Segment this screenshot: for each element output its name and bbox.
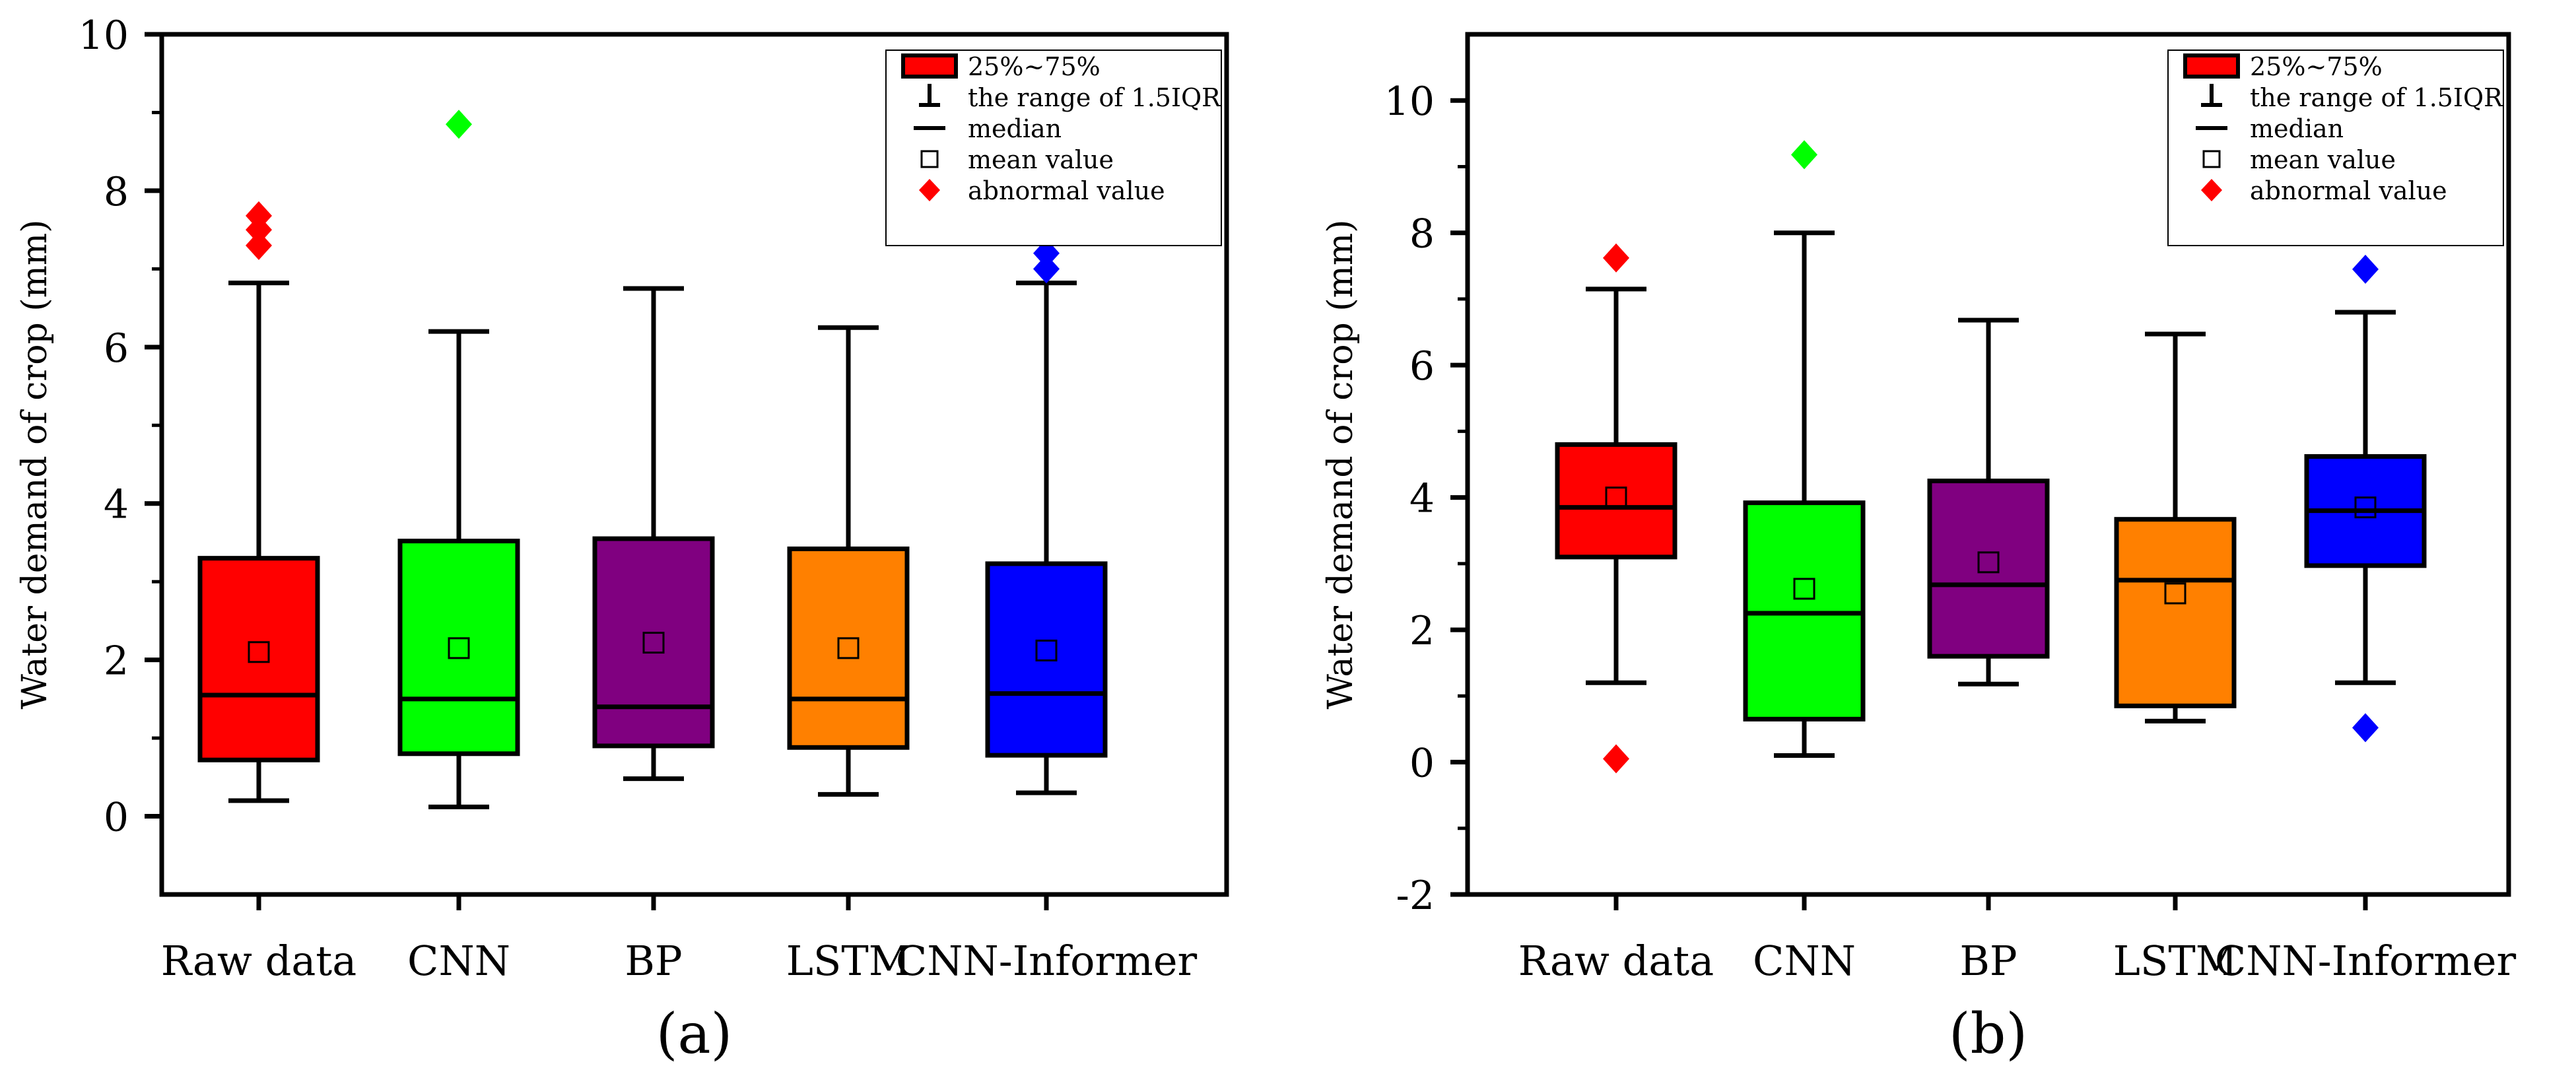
legend-label: 25%~75% xyxy=(2250,52,2383,81)
legend-swatch-box xyxy=(2183,53,2240,79)
iqr-box xyxy=(1743,500,1866,722)
iqr-box xyxy=(592,536,715,749)
outlier-marker xyxy=(1603,744,1629,774)
legend-box xyxy=(885,50,1222,246)
outlier-marker xyxy=(446,110,472,139)
box-lstm xyxy=(2114,331,2237,723)
category-label: BP xyxy=(625,937,682,985)
box-cnn-informer xyxy=(2304,254,2427,743)
y-tick-label: 0 xyxy=(1409,741,1435,787)
category-label: Raw data xyxy=(1518,937,1714,985)
legend-label: median xyxy=(2250,114,2344,143)
category-label: CNN xyxy=(1753,937,1856,985)
legend-swatch-abnormal xyxy=(2201,179,2222,201)
legend-label: abnormal value xyxy=(968,176,1165,205)
category-label: Raw data xyxy=(161,937,356,985)
category-label: LSTM xyxy=(2113,937,2237,985)
iqr-box xyxy=(397,539,520,757)
y-tick-label: 2 xyxy=(104,638,129,685)
box-cnn xyxy=(397,110,520,809)
box-lstm xyxy=(787,325,910,797)
outlier-marker xyxy=(1791,140,1817,170)
legend-swatch-mean xyxy=(920,150,939,168)
y-tick-label: 10 xyxy=(1384,79,1435,125)
mean-marker xyxy=(837,637,860,659)
y-tick-label: 0 xyxy=(104,795,129,841)
iqr-box xyxy=(1927,479,2050,659)
mean-marker xyxy=(642,632,665,654)
y-tick-label: 4 xyxy=(1409,476,1435,522)
box-cnn xyxy=(1743,140,1866,758)
legend-swatch-abnormal xyxy=(919,179,940,201)
category-label: CNN-Informer xyxy=(896,937,1198,985)
mean-marker xyxy=(1035,639,1058,661)
box-raw-data xyxy=(1555,243,1678,774)
iqr-box xyxy=(2114,517,2237,708)
legend-swatch-box xyxy=(901,53,958,79)
mean-marker xyxy=(2354,496,2377,519)
legend-label: the range of 1.5IQR xyxy=(968,83,1221,112)
y-tick-label: -2 xyxy=(1396,873,1435,919)
mean-marker xyxy=(1605,487,1627,509)
iqr-box xyxy=(787,546,910,750)
legend-label: mean value xyxy=(968,145,1114,174)
plot-frame xyxy=(159,32,1229,897)
category-label: CNN-Informer xyxy=(2215,937,2517,985)
outlier-marker xyxy=(1033,254,1060,284)
outlier-marker xyxy=(2352,713,2379,743)
box-raw-data xyxy=(197,201,320,803)
y-tick-label: 2 xyxy=(1409,608,1435,654)
legend-label: 25%~75% xyxy=(968,52,1101,81)
box-bp xyxy=(592,286,715,782)
legend-box xyxy=(2167,50,2504,246)
outlier-marker xyxy=(246,201,272,230)
iqr-box xyxy=(197,556,320,762)
y-tick-label: 4 xyxy=(104,482,129,528)
legend-label: the range of 1.5IQR xyxy=(2250,83,2503,112)
y-tick-label: 6 xyxy=(104,325,129,372)
category-label: LSTM xyxy=(786,937,910,985)
y-axis-label: Water demand of crop (mm) xyxy=(1321,219,1361,709)
outlier-marker xyxy=(1603,243,1629,273)
mean-marker xyxy=(448,637,470,659)
legend-swatch-mean xyxy=(2202,150,2221,168)
iqr-box xyxy=(1555,442,1678,560)
mean-marker xyxy=(1977,551,2000,574)
panel-label: (b) xyxy=(1949,1001,2027,1066)
y-tick-label: 8 xyxy=(1409,211,1435,257)
panel-label: (a) xyxy=(656,1001,733,1066)
y-tick-label: 10 xyxy=(79,13,129,59)
y-axis-label: Water demand of crop (mm) xyxy=(15,219,55,709)
outlier-marker xyxy=(246,230,272,260)
box-bp xyxy=(1927,318,2050,687)
legend-label: median xyxy=(968,114,1062,143)
outlier-marker xyxy=(2352,254,2379,284)
mean-marker xyxy=(2164,582,2186,605)
mean-marker xyxy=(1793,578,1815,600)
legend-label: abnormal value xyxy=(2250,176,2447,205)
y-tick-label: 6 xyxy=(1409,343,1435,389)
box-cnn-informer xyxy=(985,238,1108,795)
y-tick-label: 8 xyxy=(104,169,129,215)
category-label: CNN xyxy=(407,937,510,985)
mean-marker xyxy=(248,641,270,663)
legend-label: mean value xyxy=(2250,145,2396,174)
category-label: BP xyxy=(1959,937,2017,985)
